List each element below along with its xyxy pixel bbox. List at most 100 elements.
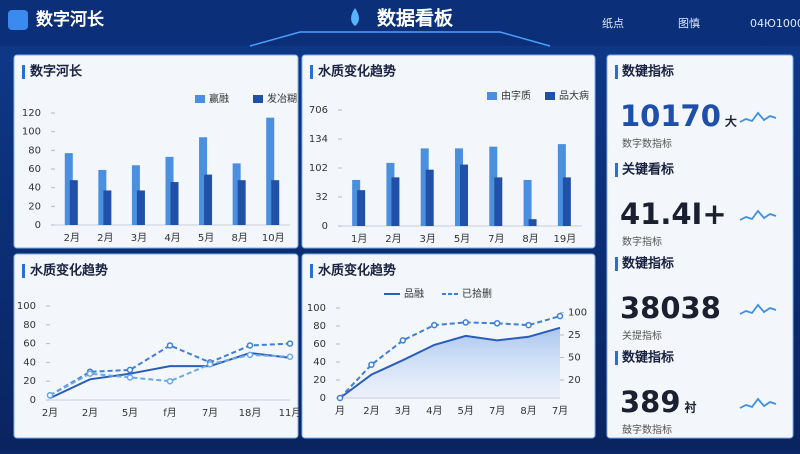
point	[86, 370, 94, 377]
bar	[98, 169, 107, 225]
kpi-label: 关键看标	[622, 162, 674, 178]
x-tick-label: 8月	[520, 405, 536, 417]
header-trim	[249, 31, 551, 47]
point	[368, 361, 375, 368]
x-tick-label: 2月	[82, 407, 98, 419]
bar	[494, 177, 503, 226]
point	[126, 366, 134, 374]
y-tick-label: 40	[28, 183, 41, 194]
point	[126, 374, 134, 381]
y-tick-label: 0	[320, 393, 326, 404]
x-tick-label: 2月	[363, 405, 379, 417]
legend-swatch	[253, 95, 263, 103]
title-marker	[310, 264, 313, 278]
bar	[420, 148, 429, 226]
point	[46, 392, 54, 399]
y-tick-label: 20	[28, 201, 41, 212]
y-tick-label: 60	[313, 339, 326, 350]
y-tick-label: 134	[309, 134, 328, 145]
y-tick-label: 100	[22, 127, 41, 138]
kpi-value: 389	[620, 385, 681, 419]
y-tick-label: 102	[309, 163, 328, 174]
x-tick-label: 2月	[42, 407, 58, 419]
kpi-label: 数键指标	[622, 350, 674, 366]
point	[286, 340, 294, 347]
logo-icon	[8, 10, 28, 30]
panel	[13, 253, 299, 439]
chart-title: 水质变化趋势	[318, 263, 396, 279]
x-tick-label: 2月	[64, 232, 80, 244]
bar	[391, 177, 400, 226]
kpi-value: 41.4I+	[620, 197, 727, 231]
bar	[271, 180, 280, 225]
drop-icon	[351, 8, 359, 26]
bar	[266, 117, 275, 225]
x-tick-label: 7月	[202, 407, 218, 419]
kpi-value: 38038	[620, 291, 721, 325]
kpi-sublabel: 数字指标	[622, 235, 662, 248]
bar	[352, 179, 361, 226]
legend-label: 发冶糊	[267, 92, 297, 105]
bar	[64, 153, 73, 225]
y-tick-label: 60	[28, 164, 41, 175]
header-item[interactable]: 图慎	[678, 16, 700, 30]
y-tick-label: 60	[23, 339, 36, 350]
x-tick-label: 10月	[262, 232, 285, 244]
header-left-title: 数字河长	[36, 9, 105, 30]
x-tick-label: 5月	[458, 405, 474, 417]
y-tick-label: 80	[23, 320, 36, 331]
x-tick-label: 7月	[489, 405, 505, 417]
x-tick-label: 4月	[426, 405, 442, 417]
y2-tick-label: 20	[568, 375, 581, 386]
chart-title: 水质变化趋势	[30, 263, 108, 279]
point	[246, 342, 254, 349]
legend-swatch	[487, 92, 497, 100]
point	[336, 394, 344, 402]
kpi-sparkline	[739, 209, 777, 221]
point	[493, 320, 501, 327]
kpi-marker	[615, 163, 618, 177]
legend-label: 赢融	[209, 92, 229, 105]
bar	[232, 163, 241, 225]
x-tick-label: 8月	[231, 232, 247, 244]
legend-label: 已拾删	[462, 287, 492, 300]
y-tick-label: 32	[315, 192, 328, 203]
legend-label: 由字质	[501, 89, 531, 102]
x-tick-label: 8月	[522, 233, 538, 245]
kpi-sparkline	[739, 111, 777, 123]
y-tick-label: 80	[28, 145, 41, 156]
y2-tick-label: 50	[568, 353, 581, 364]
point	[166, 377, 174, 385]
y2-tick-label: 25	[568, 330, 581, 341]
x-tick-label: 3月	[420, 233, 436, 245]
y2-tick-label: 100	[568, 308, 587, 319]
y-tick-label: 20	[313, 375, 326, 386]
legend-swatch	[545, 92, 555, 100]
header-item[interactable]: 04Ю1000	[750, 17, 800, 30]
x-tick-label: 7月	[488, 233, 504, 245]
header-title: 数据看板	[377, 7, 454, 30]
line	[339, 315, 561, 399]
title-marker	[22, 65, 25, 79]
point	[206, 361, 214, 368]
x-tick-label: f月	[163, 407, 177, 419]
x-tick-label: 7月	[552, 405, 568, 417]
kpi-sublabel: 鼓字数指标	[622, 423, 672, 436]
kpi-marker	[615, 257, 618, 271]
x-tick-label: 18月	[239, 407, 262, 419]
title-marker	[310, 65, 313, 79]
kpi-value: 10170	[620, 99, 721, 133]
legend-label: 品大病	[559, 89, 589, 102]
y-tick-label: 40	[313, 357, 326, 368]
kpi-sparkline	[739, 303, 777, 315]
title-marker	[22, 264, 25, 278]
panel	[301, 54, 596, 249]
bar	[204, 174, 213, 225]
header-item[interactable]: 纸点	[602, 17, 624, 30]
x-tick-label: 4月	[164, 232, 180, 244]
kpi-marker	[615, 65, 618, 79]
y-tick-label: 40	[23, 357, 36, 368]
bar	[103, 190, 112, 225]
